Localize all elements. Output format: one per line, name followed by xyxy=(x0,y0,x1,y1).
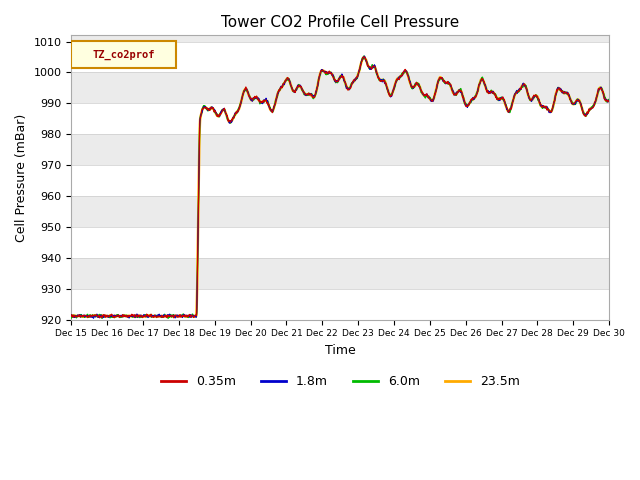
6.0m xyxy=(605,97,613,103)
Legend: 0.35m, 1.8m, 6.0m, 23.5m: 0.35m, 1.8m, 6.0m, 23.5m xyxy=(156,370,525,393)
Line: 0.35m: 0.35m xyxy=(71,57,609,318)
23.5m xyxy=(605,98,613,104)
6.0m xyxy=(590,103,598,108)
FancyBboxPatch shape xyxy=(71,41,176,68)
23.5m xyxy=(590,102,598,108)
23.5m xyxy=(67,312,75,318)
6.0m xyxy=(329,73,337,79)
23.5m xyxy=(360,54,368,60)
Text: TZ_co2prof: TZ_co2prof xyxy=(92,49,155,60)
23.5m xyxy=(329,73,337,79)
0.35m xyxy=(590,103,598,108)
0.35m xyxy=(67,312,75,318)
23.5m xyxy=(315,76,323,82)
23.5m xyxy=(95,313,102,319)
0.35m xyxy=(329,74,337,80)
Bar xyxy=(71,227,609,258)
6.0m xyxy=(67,315,75,321)
6.0m xyxy=(492,91,499,97)
Title: Tower CO2 Profile Cell Pressure: Tower CO2 Profile Cell Pressure xyxy=(221,15,460,30)
23.5m xyxy=(492,92,499,97)
6.0m xyxy=(590,102,598,108)
0.35m xyxy=(95,313,102,319)
Bar xyxy=(71,165,609,196)
0.35m xyxy=(96,315,104,321)
1.8m xyxy=(605,97,613,103)
X-axis label: Time: Time xyxy=(324,344,356,357)
1.8m xyxy=(590,103,598,108)
Bar xyxy=(71,103,609,134)
1.8m xyxy=(95,314,103,320)
23.5m xyxy=(171,314,179,320)
0.35m xyxy=(492,92,499,98)
0.35m xyxy=(590,104,598,109)
Line: 1.8m: 1.8m xyxy=(71,56,609,318)
1.8m xyxy=(90,315,97,321)
6.0m xyxy=(95,313,102,319)
Line: 6.0m: 6.0m xyxy=(71,56,609,318)
6.0m xyxy=(98,315,106,321)
Bar xyxy=(71,134,609,165)
6.0m xyxy=(360,53,368,59)
1.8m xyxy=(67,312,75,318)
Bar xyxy=(71,289,609,320)
1.8m xyxy=(329,73,337,79)
Bar xyxy=(71,196,609,227)
1.8m xyxy=(492,93,499,98)
Bar xyxy=(71,72,609,103)
23.5m xyxy=(590,102,598,108)
Y-axis label: Cell Pressure (mBar): Cell Pressure (mBar) xyxy=(15,113,28,241)
1.8m xyxy=(315,77,323,83)
1.8m xyxy=(361,53,369,59)
0.35m xyxy=(605,97,613,103)
1.8m xyxy=(590,102,598,108)
Bar xyxy=(71,41,609,72)
0.35m xyxy=(361,54,369,60)
Line: 23.5m: 23.5m xyxy=(71,57,609,317)
Bar xyxy=(71,258,609,289)
0.35m xyxy=(315,76,323,82)
6.0m xyxy=(315,76,323,82)
